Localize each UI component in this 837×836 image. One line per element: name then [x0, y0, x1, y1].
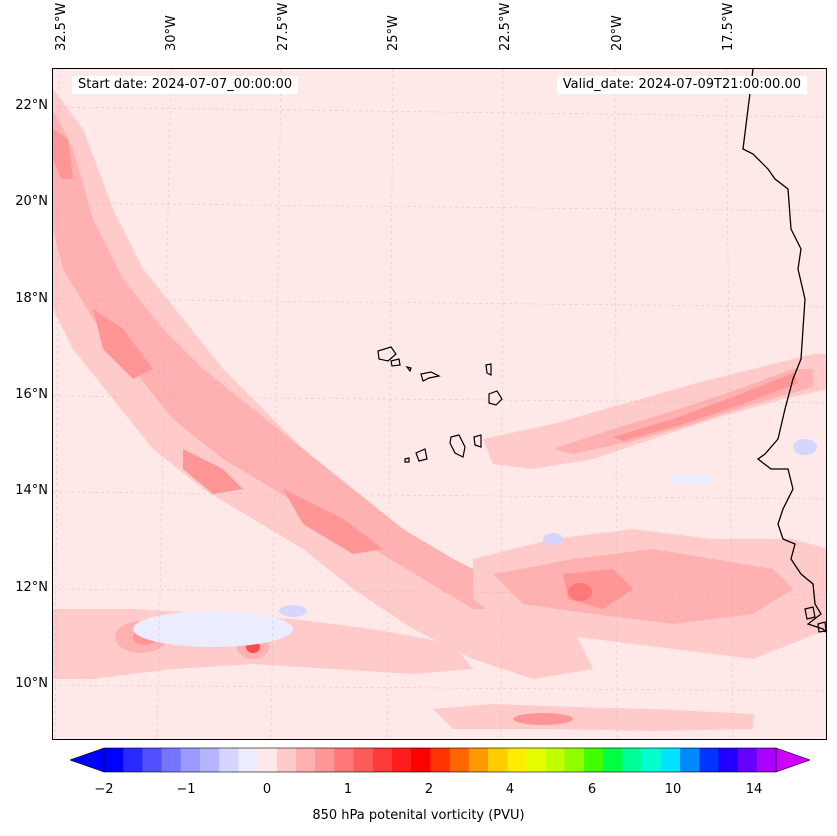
neg-pv-patch-4	[793, 439, 817, 455]
colorbar-cell	[411, 748, 431, 772]
colorbar-cell	[603, 748, 623, 772]
colorbar-cell	[430, 748, 451, 772]
island-santiago	[449, 434, 466, 458]
colorbar-outline	[103, 747, 777, 773]
start-date-label: Start date: 2024-07-07_00:00:00	[72, 76, 299, 94]
colorbar-tick-10: 10	[664, 782, 682, 797]
colorbar-cell	[641, 748, 662, 772]
lat-label-22N: 22°N	[15, 98, 48, 113]
lat-label-20N: 20°N	[15, 194, 48, 209]
neg-pv-patch-5	[671, 473, 715, 485]
pv-band-south-inner	[493, 549, 793, 624]
lon-label-27.5W: 27.5°W	[276, 2, 291, 51]
colorbar	[70, 747, 810, 773]
colorbar-cell	[392, 748, 412, 772]
island-sao-nicolau	[420, 371, 441, 382]
lon-label-17.5W: 17.5°W	[721, 2, 736, 51]
colorbar-cell	[468, 748, 489, 772]
pv-core-1	[93, 309, 153, 379]
pv-band-east-core	[613, 373, 798, 441]
neg-pv-patch-3	[543, 533, 563, 545]
neg-pv-patch-1	[133, 611, 293, 647]
colorbar-cell	[257, 748, 278, 772]
colorbar-cell	[564, 748, 585, 772]
colorbar-cell	[353, 748, 374, 772]
colorbar-cell	[449, 748, 470, 772]
lon-label-32.5W: 32.5°W	[54, 2, 69, 51]
colorbar-tick-14: 14	[745, 782, 763, 797]
colorbar-under-arrow	[70, 747, 105, 773]
colorbar-tick-2: 2	[424, 782, 434, 797]
lat-label-18N: 18°N	[15, 291, 48, 306]
colorbar-cell	[180, 748, 201, 772]
bissagos-islands	[804, 606, 826, 633]
pv-core-south-2	[568, 583, 592, 601]
map-graticule	[53, 69, 826, 739]
island-sao-vicente	[390, 358, 401, 367]
colorbar-cell	[488, 748, 508, 772]
lat-label-12N: 12°N	[15, 580, 48, 595]
lat-label-16N: 16°N	[15, 387, 48, 402]
colorbar-tick-0: 0	[262, 782, 272, 797]
lon-label-20W: 20°W	[610, 15, 625, 51]
island-boa-vista	[488, 390, 503, 406]
colorbar-cell	[200, 748, 220, 772]
colorbar-cell	[142, 748, 163, 772]
colorbar-cell	[756, 748, 777, 772]
lon-label-30W: 30°W	[164, 15, 179, 51]
colorbar-cell	[680, 748, 700, 772]
colorbar-cell	[161, 748, 182, 772]
colorbar-cell	[238, 748, 259, 772]
colorbar-label: 850 hPa potenital vorticity (PVU)	[312, 808, 525, 823]
colorbar-cell	[296, 748, 316, 772]
colorbar-cell	[526, 748, 547, 772]
island-maio	[473, 434, 482, 448]
colorbar-cell	[584, 748, 604, 772]
pv-core-4	[283, 489, 383, 554]
colorbar-cell	[545, 748, 566, 772]
colorbar-tick-4: 4	[505, 782, 515, 797]
colorbar-cell	[737, 748, 758, 772]
pv-core-2	[183, 449, 243, 494]
pv-band-bottom	[433, 704, 753, 731]
map-canvas	[53, 69, 826, 739]
lat-label-10N: 10°N	[15, 676, 48, 691]
colorbar-cell	[104, 748, 124, 772]
island-santo-antao	[377, 346, 397, 362]
colorbar-tick-1: 1	[343, 782, 353, 797]
colorbar-tick-6: 6	[587, 782, 597, 797]
colorbar-cell	[219, 748, 239, 772]
colorbar-cell	[622, 748, 643, 772]
colorbar-cell	[699, 748, 719, 772]
lon-label-25W: 25°W	[386, 15, 401, 51]
island-sal	[485, 363, 492, 376]
lon-label-22.5W: 22.5°W	[498, 2, 513, 51]
colorbar-tick--2: −2	[94, 782, 114, 797]
pv-core-3	[53, 129, 73, 179]
colorbar-cell	[660, 748, 681, 772]
valid-date-label: Valid_date: 2024-07-09T21:00:00.00	[556, 76, 807, 94]
pv-band-east	[483, 354, 826, 469]
colorbar-tick--1: −1	[176, 782, 196, 797]
africa-coastline	[742, 69, 826, 633]
neg-pv-patch-2	[279, 605, 307, 617]
pv-cell-bottom	[513, 713, 573, 725]
colorbar-cell	[276, 748, 297, 772]
colorbar-cell	[718, 748, 739, 772]
colorbar-cell	[334, 748, 355, 772]
colorbar-cell	[507, 748, 527, 772]
lat-label-14N: 14°N	[15, 483, 48, 498]
colorbar-cells	[70, 747, 810, 773]
island-brava	[404, 457, 410, 463]
island-fogo	[415, 448, 428, 462]
island-santa-luzia	[405, 366, 412, 373]
colorbar-over-arrow	[775, 747, 810, 773]
vorticity-map[interactable]	[52, 68, 827, 740]
colorbar-cell	[372, 748, 393, 772]
pv-band-east-inner	[553, 369, 813, 454]
colorbar-cell	[315, 748, 335, 772]
colorbar-cell	[123, 748, 143, 772]
